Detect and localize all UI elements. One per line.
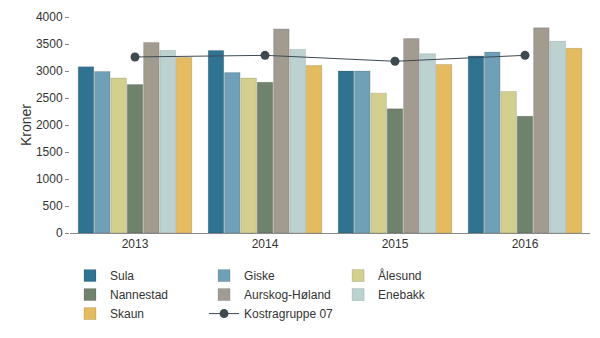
svg-text:Giske: Giske xyxy=(244,269,275,283)
svg-text:Sula: Sula xyxy=(110,269,134,283)
svg-text:1500: 1500 xyxy=(36,145,63,159)
svg-text:4000: 4000 xyxy=(36,10,63,24)
svg-text:3500: 3500 xyxy=(36,37,63,51)
svg-text:500: 500 xyxy=(43,199,63,213)
svg-text:Kroner: Kroner xyxy=(18,104,34,146)
svg-text:2000: 2000 xyxy=(36,118,63,132)
svg-text:2013: 2013 xyxy=(122,237,149,251)
svg-text:Ålesund: Ålesund xyxy=(378,268,421,283)
svg-text:2014: 2014 xyxy=(252,237,279,251)
svg-text:Nannestad: Nannestad xyxy=(110,288,168,302)
svg-text:Kostragruppe 07: Kostragruppe 07 xyxy=(244,307,333,321)
svg-text:Enebakk: Enebakk xyxy=(378,288,426,302)
svg-text:0: 0 xyxy=(56,226,63,240)
svg-text:2015: 2015 xyxy=(382,237,409,251)
svg-text:Skaun: Skaun xyxy=(110,307,144,321)
svg-text:Aurskog-Høland: Aurskog-Høland xyxy=(244,288,331,302)
svg-text:2016: 2016 xyxy=(512,237,539,251)
svg-text:3000: 3000 xyxy=(36,64,63,78)
svg-text:1000: 1000 xyxy=(36,172,63,186)
svg-text:2500: 2500 xyxy=(36,91,63,105)
